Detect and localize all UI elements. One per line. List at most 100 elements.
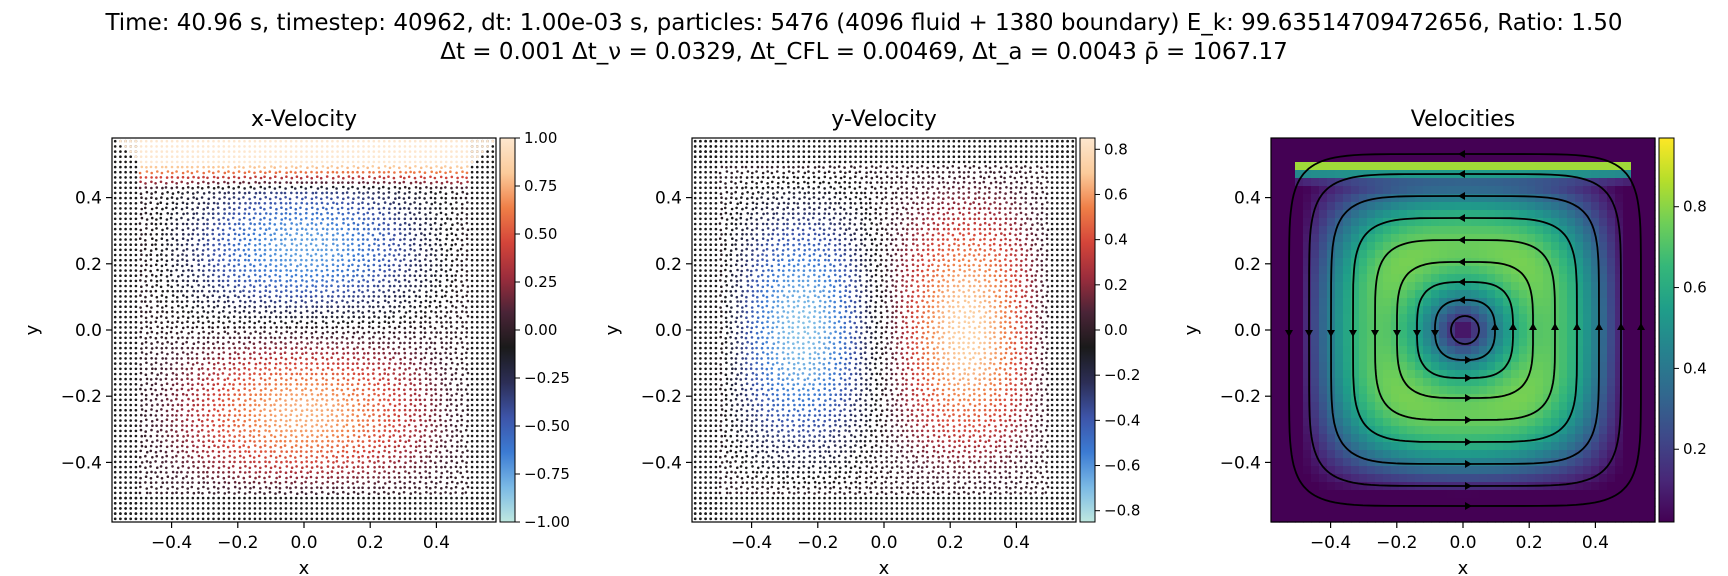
colorbar-tick-label: 0.6	[1104, 185, 1128, 203]
y-velocity-colorbar: 0.8 0.6 0.4 0.2 0.0 −0.2 −0.4 −0.6 −0.8	[1079, 137, 1140, 523]
x-tick-label: −0.4	[731, 533, 772, 553]
colorbar-tick-label: −0.4	[1104, 411, 1140, 429]
streamline-arrow	[1465, 482, 1473, 490]
y-axis-label: y	[22, 324, 43, 335]
streamline-arrow	[1529, 323, 1537, 330]
streamline-arrow	[1458, 296, 1465, 304]
y-tick-label: 0.2	[75, 255, 102, 275]
x-velocity-axes: −0.4 −0.2 0.0 0.2 0.4 0.4 0.2 0.0 −0.2 −0.4	[61, 189, 450, 553]
y-tick-label: 0.4	[1234, 189, 1261, 209]
colorbar-gradient	[499, 137, 516, 523]
x-axis-label: x	[299, 558, 310, 576]
x-tick-label: −0.4	[1310, 533, 1351, 553]
colorbar-tick-label: 0.2	[1104, 276, 1128, 294]
streamline-arrow	[1491, 323, 1499, 330]
streamline-arrow	[1595, 323, 1603, 330]
streamline-arrow	[1551, 323, 1559, 330]
x-velocity-scatter	[113, 139, 495, 521]
streamline	[1308, 173, 1622, 487]
x-tick-label: 0.2	[1516, 533, 1543, 553]
colorbar-tick-label: 0.6	[1683, 279, 1707, 297]
y-tick-label: −0.2	[641, 387, 682, 407]
panel-y-velocity: y-Velocity 0.8 0.6 0.4 0.2 0.0 −0.2 −0.4 −0.6 −0…	[602, 107, 1140, 576]
x-velocity-colorbar: 1.00 0.75 0.50 0.25 0.00 −0.25 −0.50 −0.75 −1.00	[499, 129, 570, 531]
y-tick-label: 0.2	[1234, 255, 1261, 275]
streamline-arrow	[1573, 323, 1581, 330]
axes-frame	[691, 137, 1077, 523]
colorbar-tick-label: 0.4	[1683, 359, 1707, 377]
velocities-axes: −0.4 −0.2 0.0 0.2 0.4 0.4 0.2 0.0 −0.2 −0.4	[1220, 189, 1609, 553]
streamline	[1330, 195, 1600, 465]
y-tick-label: −0.2	[1220, 387, 1261, 407]
x-tick-label: −0.2	[1376, 533, 1417, 553]
colorbar-tick-label: −0.25	[524, 369, 570, 387]
streamline-arrow	[1458, 236, 1465, 244]
streamline-arrow	[1349, 330, 1357, 338]
colorbar-tick-label: −0.6	[1104, 457, 1140, 475]
y-tick-label: −0.4	[1220, 453, 1261, 473]
panel-x-velocity: x-Velocity 1.00 0.75 0.50 0.25 0.00 −0.25 −0.5…	[22, 107, 570, 576]
x-tick-label: 0.2	[357, 533, 384, 553]
x-axis-label: x	[1458, 558, 1469, 576]
x-tick-label: 0.4	[423, 533, 450, 553]
streamline-arrow	[1393, 330, 1401, 337]
x-axis-label: x	[879, 558, 890, 576]
streamline-arrow	[1457, 192, 1465, 200]
y-tick-label: 0.4	[75, 189, 102, 209]
velocity-magnitude-heatmap	[1271, 138, 1656, 523]
colorbar-tick-label: 1.00	[524, 129, 557, 147]
colorbar-tick-label: 0.75	[524, 177, 557, 195]
streamline	[1450, 315, 1480, 345]
streamline-arrow	[1457, 150, 1465, 158]
streamline-arrow	[1637, 323, 1645, 330]
figure-title-line1: Time: 40.96 s, timestep: 40962, dt: 1.00…	[104, 10, 1622, 36]
y-tick-label: 0.2	[655, 255, 682, 275]
colorbar-tick-label: −0.75	[524, 465, 570, 483]
x-tick-label: 0.0	[1449, 533, 1476, 553]
colorbar-tick-label: −1.00	[524, 513, 570, 531]
y-tick-label: −0.4	[641, 453, 682, 473]
streamline-arrow	[1465, 438, 1472, 446]
streamline-arrow	[1465, 374, 1472, 382]
streamline-arrow	[1457, 170, 1465, 178]
x-tick-label: −0.2	[797, 533, 838, 553]
panel-title: y-Velocity	[831, 107, 937, 132]
y-tick-label: −0.2	[61, 387, 102, 407]
x-tick-label: −0.4	[151, 533, 192, 553]
y-tick-label: 0.0	[1234, 321, 1261, 341]
panel-title: Velocities	[1411, 107, 1515, 132]
x-tick-label: 0.2	[937, 533, 964, 553]
x-tick-label: 0.4	[1582, 533, 1609, 553]
panel-velocities: Velocities 0.8 0.6 0.4 0.2 −0.4 −0.2 0.0 0.2 0.…	[1181, 107, 1707, 576]
y-axis-label: y	[1181, 324, 1202, 335]
velocity-magnitude-colorbar: 0.8 0.6 0.4 0.2	[1658, 137, 1707, 523]
streamline-arrow	[1285, 330, 1293, 338]
y-velocity-axes: −0.4 −0.2 0.0 0.2 0.4 0.4 0.2 0.0 −0.2 −0.4	[641, 189, 1030, 553]
streamline-arrow	[1617, 323, 1625, 330]
colorbar-tick-label: 0.00	[524, 321, 557, 339]
axes-frame	[111, 137, 497, 523]
streamline-arrow	[1465, 416, 1472, 424]
colorbar-gradient	[1079, 137, 1096, 523]
colorbar-tick-label: −0.2	[1104, 366, 1140, 384]
colorbar-gradient	[1658, 137, 1675, 523]
x-tick-label: 0.4	[1003, 533, 1030, 553]
y-axis-label: y	[602, 324, 623, 335]
streamline	[1352, 217, 1578, 443]
colorbar-tick-label: 0.50	[524, 225, 557, 243]
colorbar-tick-label: 0.0	[1104, 321, 1128, 339]
streamline-arrow	[1509, 323, 1517, 330]
y-tick-label: 0.0	[655, 321, 682, 341]
colorbar-tick-label: 0.8	[1683, 198, 1707, 216]
streamline-arrow	[1465, 356, 1472, 364]
streamline-arrow	[1458, 214, 1465, 222]
colorbar-tick-label: 0.4	[1104, 231, 1128, 249]
colorbar-tick-label: 0.25	[524, 273, 557, 291]
streamline-arrow	[1458, 278, 1465, 286]
streamline-arrow	[1465, 460, 1473, 468]
colorbar-tick-label: −0.8	[1104, 502, 1140, 520]
streamline-arrow	[1305, 330, 1313, 338]
x-tick-label: −0.2	[217, 533, 258, 553]
colorbar-tick-label: 0.8	[1104, 140, 1128, 158]
